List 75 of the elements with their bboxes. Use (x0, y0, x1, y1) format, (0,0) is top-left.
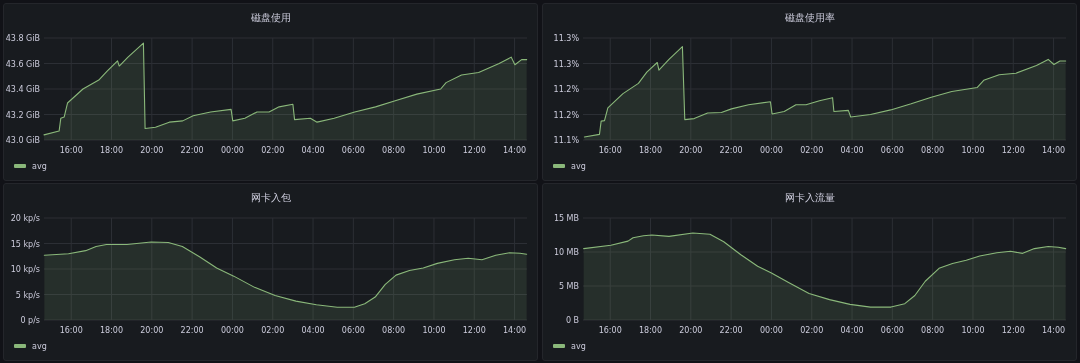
y-tick-label: 0 p/s (20, 316, 40, 325)
x-tick-label: 22:00 (180, 326, 204, 335)
y-tick-label: 10 MB (553, 248, 579, 257)
y-tick-label: 15 kp/s (10, 239, 40, 249)
y-tick-label: 0 B (565, 316, 579, 325)
x-tick-label: 12:00 (462, 326, 486, 335)
x-tick-label: 14:00 (1042, 326, 1066, 335)
x-tick-label: 06:00 (341, 146, 365, 155)
legend-label: avg (571, 342, 586, 351)
x-tick-label: 16:00 (598, 146, 622, 155)
y-tick-label: 11.2% (553, 110, 580, 120)
x-tick-label: 10:00 (961, 326, 985, 335)
x-tick-label: 16:00 (59, 146, 83, 155)
x-tick-label: 16:00 (59, 326, 83, 335)
x-tick-label: 02:00 (800, 146, 824, 155)
y-tick-label: 20 kp/s (10, 214, 40, 223)
y-tick-label: 43.0 GiB (5, 136, 40, 145)
y-tick-label: 10 kp/s (10, 265, 40, 274)
y-tick-label: 11.2% (553, 85, 580, 94)
x-tick-label: 02:00 (261, 146, 285, 155)
y-tick-label: 5 MB (558, 282, 579, 291)
x-tick-label: 08:00 (382, 326, 406, 335)
x-tick-label: 20:00 (140, 326, 164, 335)
x-tick-label: 20:00 (679, 146, 703, 155)
x-tick-label: 00:00 (220, 146, 244, 155)
x-tick-label: 08:00 (921, 146, 945, 155)
x-tick-label: 04:00 (840, 326, 864, 335)
x-tick-label: 18:00 (99, 326, 124, 335)
chart-title: 磁盘使用 (249, 12, 291, 23)
y-tick-label: 11.3% (553, 59, 580, 69)
x-tick-label: 20:00 (140, 146, 164, 155)
x-tick-label: 18:00 (638, 326, 663, 335)
chart-title: 磁盘使用率 (783, 12, 835, 23)
y-tick-label: 11.1% (553, 136, 580, 145)
chart-title: 网卡入流量 (784, 192, 835, 203)
x-tick-label: 10:00 (422, 146, 446, 155)
x-tick-label: 18:00 (638, 146, 663, 155)
x-tick-label: 12:00 (1001, 326, 1025, 335)
x-tick-label: 00:00 (759, 326, 783, 335)
x-tick-label: 06:00 (341, 326, 365, 335)
x-tick-label: 18:00 (99, 146, 124, 155)
x-tick-label: 02:00 (261, 326, 285, 335)
x-tick-label: 06:00 (880, 146, 904, 155)
x-tick-label: 04:00 (301, 146, 325, 155)
y-tick-label: 43.6 GiB (5, 59, 40, 69)
y-tick-label: 11.3% (553, 34, 580, 43)
x-tick-label: 00:00 (759, 146, 783, 155)
legend-label: avg (32, 342, 47, 351)
x-tick-label: 22:00 (180, 146, 204, 155)
x-tick-label: 12:00 (1001, 146, 1025, 155)
x-tick-label: 22:00 (719, 146, 743, 155)
x-tick-label: 14:00 (503, 326, 527, 335)
x-tick-label: 10:00 (961, 146, 985, 155)
y-tick-label: 43.4 GiB (5, 85, 40, 94)
x-tick-label: 04:00 (840, 146, 864, 155)
x-tick-label: 00:00 (220, 326, 244, 335)
y-tick-label: 5 kp/s (15, 290, 40, 300)
x-tick-label: 02:00 (800, 326, 824, 335)
x-tick-label: 14:00 (1042, 146, 1066, 155)
legend-label: avg (571, 162, 586, 171)
x-tick-label: 20:00 (679, 326, 703, 335)
x-tick-label: 10:00 (422, 326, 446, 335)
x-tick-label: 08:00 (921, 326, 945, 335)
y-tick-label: 43.8 GiB (5, 34, 40, 43)
x-tick-label: 16:00 (598, 326, 622, 335)
legend-label: avg (32, 162, 47, 171)
x-tick-label: 08:00 (382, 146, 406, 155)
x-tick-label: 14:00 (503, 146, 527, 155)
x-tick-label: 06:00 (880, 326, 904, 335)
x-tick-label: 12:00 (462, 146, 486, 155)
y-tick-label: 15 MB (553, 214, 579, 223)
y-tick-label: 43.2 GiB (5, 110, 40, 120)
chart-title: 网卡入包 (250, 192, 291, 203)
x-tick-label: 22:00 (719, 326, 743, 335)
x-tick-label: 04:00 (301, 326, 325, 335)
